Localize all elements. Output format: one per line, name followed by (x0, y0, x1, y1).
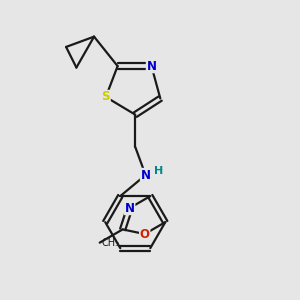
Text: H: H (154, 167, 164, 176)
Text: N: N (146, 60, 157, 73)
Text: N: N (141, 169, 151, 182)
Text: CH₃: CH₃ (101, 238, 119, 248)
Text: N: N (125, 202, 135, 214)
Text: S: S (102, 91, 110, 103)
Text: O: O (140, 227, 150, 241)
